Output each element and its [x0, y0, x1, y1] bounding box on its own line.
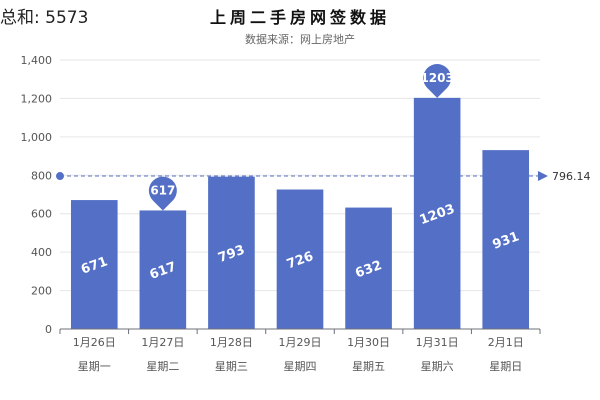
x-tick-label: 1月30日	[347, 336, 390, 349]
y-tick-label: 800	[31, 169, 52, 182]
y-tick-label: 1,000	[21, 131, 53, 144]
bar	[413, 97, 461, 329]
weekday-label: 星期日	[489, 360, 522, 373]
bar	[139, 210, 187, 329]
weekday-label: 星期四	[284, 360, 317, 373]
weekday-label: 星期五	[352, 360, 385, 373]
min-marker-pin	[148, 176, 177, 211]
chart-subtitle: 数据来源：网上房地产	[245, 33, 355, 46]
x-tick-label: 1月27日	[141, 336, 184, 349]
average-value-label: 796.14	[552, 170, 591, 183]
x-tick-label: 1月31日	[416, 336, 459, 349]
x-tick-label: 2月1日	[488, 336, 524, 349]
y-tick-label: 1,400	[21, 54, 53, 67]
y-tick-label: 0	[45, 323, 52, 336]
weekday-label: 星期一	[78, 360, 111, 373]
min-marker-pin-label: 617	[150, 183, 175, 197]
total-sum: 总和: 5573	[0, 8, 89, 28]
bar	[208, 176, 255, 329]
average-start-dot	[56, 172, 64, 181]
weekday-label: 星期三	[215, 360, 248, 373]
y-tick-label: 400	[31, 246, 52, 259]
bar	[345, 207, 392, 329]
average-end-arrow	[538, 171, 548, 182]
max-marker-pin	[423, 64, 452, 98]
y-tick-label: 200	[31, 285, 52, 298]
x-tick-label: 1月29日	[279, 336, 322, 349]
x-tick-label: 1月26日	[73, 336, 116, 349]
bar	[482, 150, 530, 329]
y-tick-label: 1,200	[21, 92, 53, 105]
weekday-label: 星期二	[146, 360, 179, 373]
bar	[70, 200, 118, 329]
x-tick-label: 1月28日	[210, 336, 253, 349]
weekday-label: 星期六	[421, 360, 454, 373]
y-tick-label: 600	[31, 208, 52, 221]
max-marker-pin-label: 1203	[420, 71, 453, 85]
chart-title: 上周二手房网签数据	[209, 8, 390, 27]
bar	[276, 189, 324, 329]
